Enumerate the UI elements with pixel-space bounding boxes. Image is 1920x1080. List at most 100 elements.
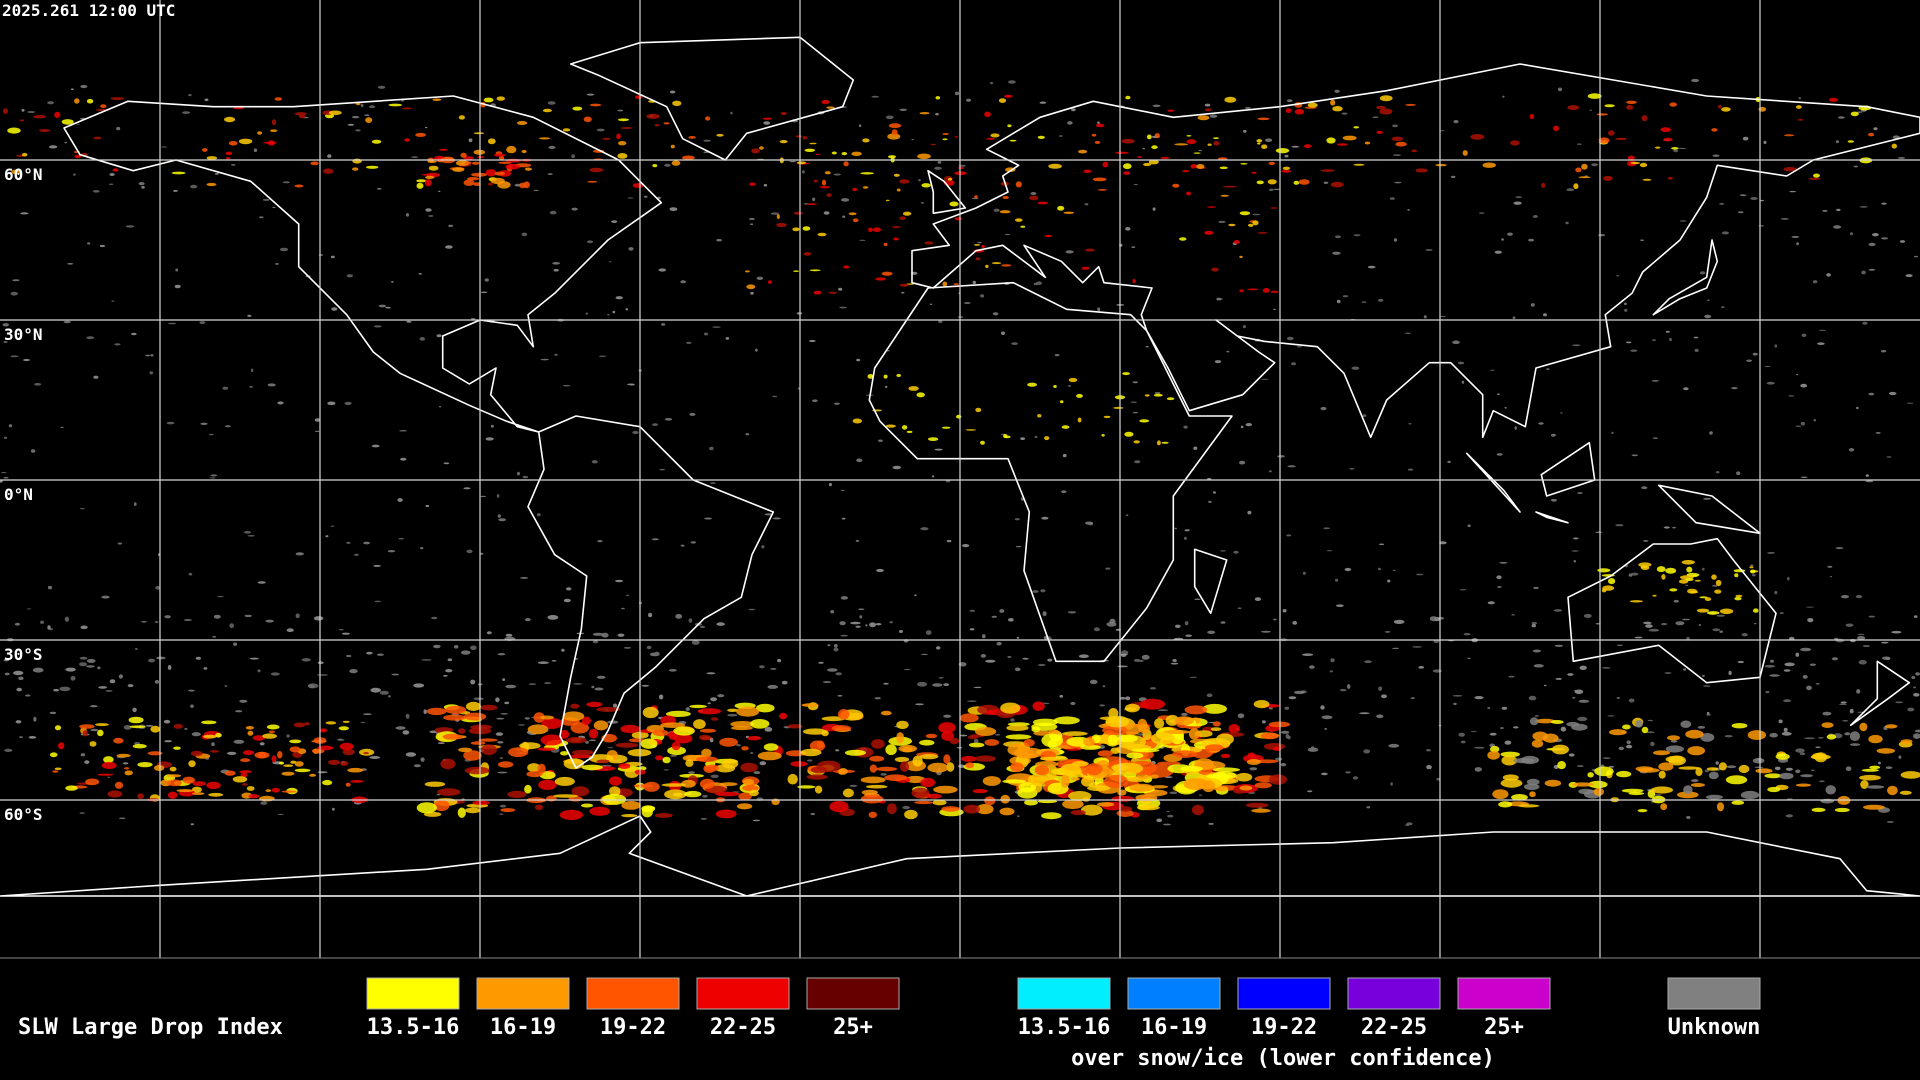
cloud-patch <box>458 728 466 734</box>
cloud-patch <box>896 720 909 730</box>
cloud-patch <box>1795 373 1799 376</box>
cloud-patch <box>332 807 335 811</box>
cloud-patch <box>1197 115 1210 121</box>
cloud-patch <box>211 742 215 747</box>
cloud-patch <box>1546 368 1550 370</box>
cloud-patch <box>400 457 407 461</box>
cloud-patch <box>499 804 507 808</box>
cloud-patch <box>1573 537 1579 540</box>
cloud-patch <box>670 144 675 149</box>
cloud-patch <box>554 353 558 356</box>
cloud-patch <box>730 721 755 728</box>
cloud-patch <box>454 645 459 649</box>
cloud-patch <box>265 619 274 623</box>
cloud-patch <box>328 759 341 766</box>
cloud-patch <box>53 688 59 692</box>
cloud-patch <box>20 212 29 215</box>
latitude-label: 30°N <box>4 325 43 344</box>
cloud-patch <box>914 594 917 597</box>
cloud-patch <box>118 674 123 679</box>
cloud-patch <box>553 268 559 272</box>
cloud-patch <box>620 724 640 734</box>
cloud-patch <box>715 791 740 797</box>
cloud-patch <box>1829 97 1838 102</box>
coastline <box>911 63 1920 439</box>
cloud-patch <box>1686 816 1691 819</box>
cloud-patch <box>1123 171 1131 175</box>
cloud-patch <box>1511 794 1528 801</box>
cloud-patch <box>1531 739 1544 748</box>
cloud-patch <box>19 736 23 738</box>
cloud-patch <box>1754 766 1764 768</box>
cloud-patch <box>573 683 583 685</box>
cloud-patch <box>871 95 879 98</box>
cloud-patch <box>496 494 500 498</box>
cloud-patch <box>1767 786 1781 793</box>
cloud-patch <box>1789 190 1797 193</box>
cloud-patch <box>163 719 171 724</box>
cloud-patch <box>977 241 982 244</box>
cloud-patch <box>901 291 905 294</box>
cloud-patch <box>1467 657 1471 659</box>
cloud-patch <box>1034 765 1050 776</box>
cloud-patch <box>1062 799 1084 809</box>
cloud-patch <box>646 113 660 119</box>
cloud-patch <box>399 430 408 432</box>
cloud-patch <box>368 105 376 109</box>
cloud-patch <box>998 98 1007 103</box>
cloud-patch <box>1204 103 1211 107</box>
cloud-patch <box>927 762 949 773</box>
cloud-patch <box>688 618 693 623</box>
cloud-patch <box>896 374 901 377</box>
cloud-patch <box>1261 378 1269 380</box>
cloud-patch <box>1097 121 1100 125</box>
cloud-patch <box>1881 641 1889 644</box>
legend-swatch <box>806 977 900 1010</box>
cloud-patch <box>239 770 253 774</box>
cloud-patch <box>871 739 885 749</box>
cloud-patch <box>208 792 224 797</box>
cloud-patch <box>487 138 496 145</box>
cloud-patch <box>156 656 166 660</box>
cloud-patch <box>1712 584 1718 587</box>
cloud-patch <box>973 244 981 246</box>
cloud-patch <box>1016 636 1020 639</box>
cloud-patch <box>233 107 244 110</box>
cloud-patch <box>1881 237 1889 240</box>
cloud-patch <box>1718 762 1727 771</box>
cloud-patch <box>442 733 463 740</box>
cloud-patch <box>1872 233 1879 237</box>
cloud-patch <box>183 619 192 621</box>
cloud-patch <box>242 750 255 756</box>
cloud-patch <box>1284 154 1289 158</box>
cloud-patch <box>1845 766 1852 771</box>
cloud-patch <box>499 757 504 759</box>
cloud-patch <box>587 180 598 183</box>
cloud-patch <box>942 281 948 287</box>
legend-swatch <box>1347 977 1441 1010</box>
cloud-patch <box>1866 785 1885 789</box>
cloud-patch <box>395 726 406 730</box>
cloud-patch <box>1648 628 1660 632</box>
cloud-patch <box>1699 271 1706 275</box>
cloud-patch <box>948 177 952 181</box>
cloud-patch <box>620 127 633 129</box>
cloud-patch <box>352 158 362 164</box>
cloud-patch <box>1913 733 1920 739</box>
cloud-patch <box>1183 536 1187 540</box>
legend-title: SLW Large Drop Index <box>18 1015 283 1040</box>
cloud-patch <box>1447 460 1451 464</box>
cloud-patch <box>900 761 909 773</box>
cloud-patch <box>917 681 928 687</box>
cloud-patch <box>310 161 319 166</box>
cloud-patch <box>500 713 509 715</box>
cloud-patch <box>346 541 351 544</box>
cloud-patch <box>267 140 276 146</box>
cloud-patch <box>1273 188 1281 190</box>
cloud-patch <box>1184 621 1189 626</box>
cloud-patch <box>1102 161 1109 168</box>
cloud-patch <box>704 332 708 336</box>
cloud-patch <box>621 607 625 610</box>
cloud-patch <box>1658 762 1674 771</box>
cloud-patch <box>467 177 480 181</box>
